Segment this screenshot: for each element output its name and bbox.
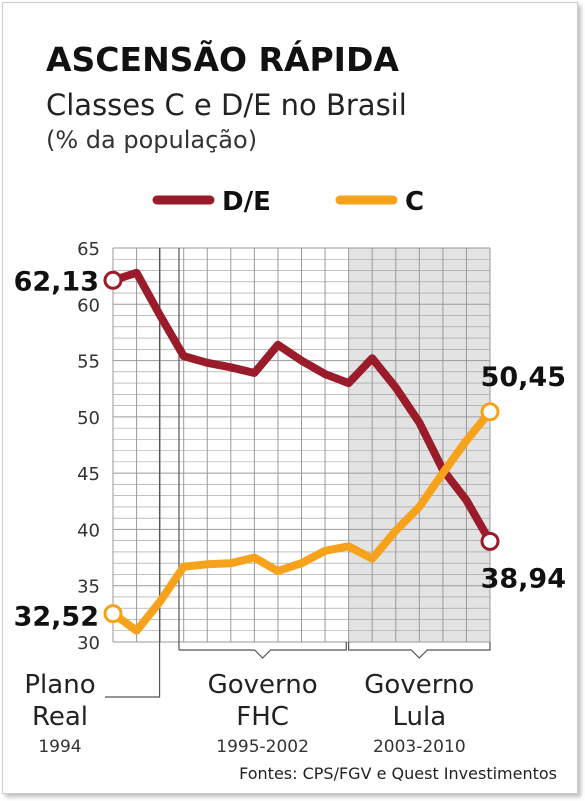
value-labels: 62,13 32,52 50,45 38,94 xyxy=(14,266,566,632)
c-end-marker xyxy=(480,402,500,422)
period-label-line2: Lula xyxy=(392,702,446,732)
period-label-years: 2003-2010 xyxy=(373,737,466,757)
de-end-value: 38,94 xyxy=(481,563,566,594)
fhc-bracket xyxy=(178,248,347,659)
c-start-marker xyxy=(103,604,123,624)
period-label-line2: FHC xyxy=(236,702,289,732)
series-line-c xyxy=(109,407,494,635)
period-labels: PlanoReal1994GovernoFHC1995-2002GovernoL… xyxy=(24,670,474,757)
chart-title: ASCENSÃO RÁPIDA xyxy=(46,40,399,79)
period-label-line1: Plano xyxy=(24,670,95,700)
period-label-line2: Real xyxy=(32,702,88,732)
de-end-marker xyxy=(480,531,500,551)
period-brackets xyxy=(105,248,491,698)
legend-de-label: D/E xyxy=(222,187,271,217)
de-start-value: 62,13 xyxy=(14,266,99,297)
legend: D/E C xyxy=(152,187,424,217)
chart-unit: (% da população) xyxy=(46,126,258,154)
period-label-line1: Governo xyxy=(364,670,474,700)
c-start-value: 32,52 xyxy=(14,602,99,633)
y-tick-label: 50 xyxy=(77,408,100,429)
endpoint-markers xyxy=(103,270,500,624)
grid xyxy=(112,247,491,643)
y-tick-label: 65 xyxy=(77,239,100,260)
y-tick-label: 30 xyxy=(77,633,100,654)
lula-bracket xyxy=(348,642,491,659)
period-label-years: 1995-2002 xyxy=(216,737,309,757)
y-tick-label: 55 xyxy=(77,352,100,373)
plano-real-bracket xyxy=(105,248,161,698)
legend-c-label: C xyxy=(405,187,424,217)
c-end-value: 50,45 xyxy=(481,362,566,393)
y-tick-label: 35 xyxy=(77,577,100,598)
period-label-line1: Governo xyxy=(208,670,318,700)
series-line-de xyxy=(109,268,494,546)
source-note: Fontes: CPS/FGV e Quest Investimentos xyxy=(239,764,557,783)
y-axis-ticks: 30 35 40 45 50 55 60 65 xyxy=(77,239,100,654)
chart-subtitle: Classes C e D/E no Brasil xyxy=(46,88,407,122)
y-tick-label: 60 xyxy=(77,295,100,316)
period-label-years: 1994 xyxy=(38,737,81,757)
y-tick-label: 40 xyxy=(77,520,100,541)
y-tick-label: 45 xyxy=(77,464,100,485)
de-start-marker xyxy=(103,270,123,290)
series-lines xyxy=(109,268,494,635)
